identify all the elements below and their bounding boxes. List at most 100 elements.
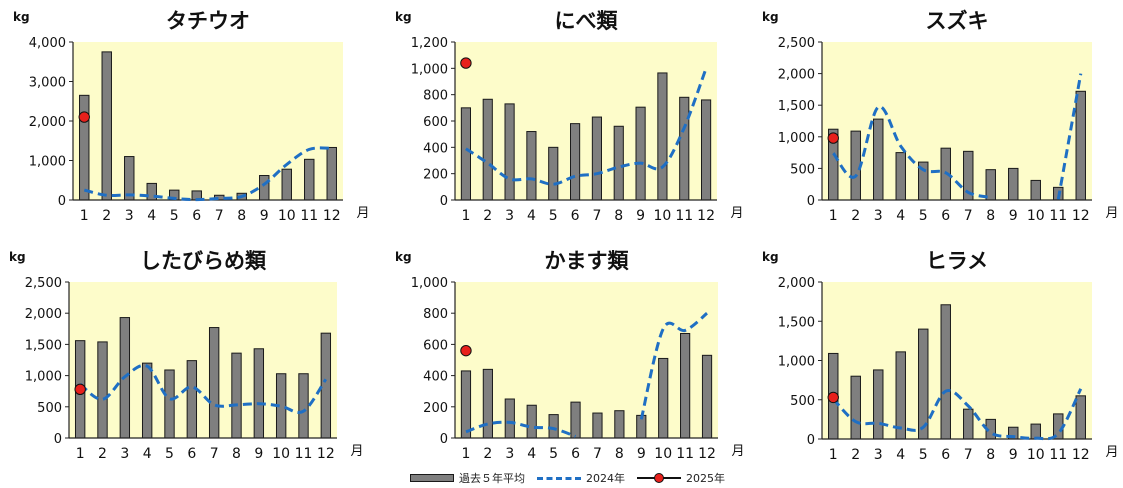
bar [963, 408, 974, 440]
y-tick-label: 2,000 [778, 68, 815, 83]
y-tick-label: 2,500 [778, 36, 815, 51]
series-line-2024 [832, 105, 992, 199]
y-tick-label: 0 [58, 194, 66, 209]
bar [460, 370, 472, 439]
y-tick-label: 1,500 [25, 338, 62, 353]
y-tick-label: 600 [423, 115, 448, 130]
x-axis-label: 月 [731, 444, 744, 459]
x-tick-label: 12 [317, 446, 335, 462]
y-tick-label: 1,500 [778, 315, 815, 330]
y-tick-label: 1,000 [778, 355, 815, 370]
x-tick-label: 2 [483, 446, 492, 462]
x-tick-label: 5 [919, 208, 928, 224]
x-tick-label: 12 [698, 446, 716, 462]
x-tick-label: 3 [505, 208, 514, 224]
bar [79, 94, 90, 201]
bar [504, 398, 515, 439]
x-tick-label: 8 [232, 446, 241, 462]
bar [613, 125, 624, 201]
bar [1075, 395, 1086, 440]
x-tick-label: 10 [654, 446, 672, 462]
x-tick-label: 12 [1072, 208, 1090, 224]
bar [164, 369, 175, 439]
y-tick-label: 0 [440, 432, 448, 447]
x-tick-label: 9 [260, 208, 269, 224]
x-tick-label: 7 [592, 208, 601, 224]
bar [1075, 90, 1086, 201]
series-line-2024 [83, 146, 332, 202]
y-tick-label: 1,000 [29, 155, 66, 170]
chart-title: したびらめ類 [140, 249, 267, 273]
bar [482, 368, 493, 439]
x-tick-label: 6 [571, 446, 580, 462]
bar [186, 360, 198, 439]
point-2025 [74, 383, 86, 396]
bar [141, 362, 153, 439]
bar [657, 72, 668, 201]
bar [460, 107, 472, 201]
y-tick-label: 0 [440, 194, 448, 209]
x-tick-label: 5 [549, 446, 558, 462]
x-tick-label: 9 [254, 446, 263, 462]
bar [592, 412, 603, 439]
x-tick-label: 3 [505, 446, 514, 462]
bar [526, 404, 537, 439]
bar [259, 175, 270, 201]
bar [97, 341, 108, 439]
x-tick-label: 9 [636, 208, 645, 224]
bar [873, 118, 884, 201]
x-tick-label: 12 [1072, 447, 1090, 463]
x-tick-label: 5 [170, 208, 179, 224]
bar [326, 146, 337, 201]
y-unit-label: kg [762, 250, 779, 264]
y-unit-label: kg [762, 10, 779, 24]
y-tick-label: 1,000 [778, 131, 815, 146]
x-tick-label: 9 [1009, 208, 1018, 224]
x-tick-label: 1 [76, 446, 85, 462]
x-axis-label: 月 [1105, 445, 1118, 460]
x-tick-label: 6 [941, 208, 950, 224]
bar [1008, 167, 1019, 201]
chart-title: にべ類 [555, 9, 619, 33]
x-tick-label: 7 [210, 446, 219, 462]
point-2025 [827, 391, 839, 404]
y-tick-label: 500 [790, 394, 815, 409]
x-tick-label: 11 [676, 446, 694, 462]
bar [940, 304, 951, 440]
bar [298, 373, 309, 439]
x-tick-label: 5 [165, 446, 174, 462]
x-tick-label: 8 [986, 208, 995, 224]
y-unit-label: kg [13, 10, 30, 24]
x-tick-label: 11 [300, 208, 318, 224]
chart-title: タチウオ [166, 9, 250, 33]
x-tick-label: 4 [147, 208, 156, 224]
x-tick-label: 4 [527, 446, 536, 462]
y-unit-label: kg [395, 10, 412, 24]
x-axis-label: 月 [730, 206, 743, 221]
legend-label-2024: 2024年 [586, 472, 625, 485]
y-tick-label: 4,000 [29, 36, 66, 51]
y-tick-label: 2,000 [25, 307, 62, 322]
y-unit-label: kg [9, 250, 26, 264]
bar [320, 332, 332, 439]
y-tick-label: 2,000 [29, 115, 66, 130]
bar [569, 123, 581, 201]
bar [208, 327, 220, 439]
bar [281, 168, 292, 201]
bar [504, 103, 515, 201]
chart-title: ヒラメ [926, 249, 988, 273]
chart-title: スズキ [926, 9, 989, 33]
bar [482, 98, 493, 201]
y-tick-label: 0 [54, 432, 62, 447]
x-tick-label: 4 [896, 208, 905, 224]
legend-dot-swatch [637, 473, 681, 483]
x-tick-label: 2 [851, 447, 860, 463]
x-tick-label: 1 [829, 447, 838, 463]
y-tick-label: 800 [423, 307, 448, 322]
series-line-2024 [79, 363, 328, 414]
y-tick-label: 500 [790, 162, 815, 177]
legend-item-2024: 2024年 [537, 470, 625, 486]
plot-area [69, 282, 337, 438]
